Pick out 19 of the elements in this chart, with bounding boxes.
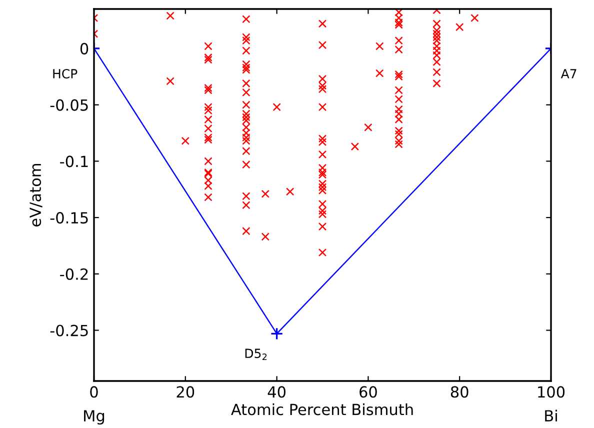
y-axis-title: eV/atom [30, 164, 42, 226]
y-tick-label: -0.25 [50, 324, 88, 336]
annotation: D5$_{2}$ [245, 348, 267, 360]
x-tick-label: 0 [90, 386, 98, 398]
y-tick-label: 0 [80, 42, 88, 54]
y-tick-label: -0.1 [60, 156, 88, 168]
x-tick-label: 20 [176, 386, 194, 398]
text: Mg [84, 410, 104, 425]
y-tick-label: -0.2 [60, 268, 88, 280]
x-tick-label: 60 [360, 386, 377, 398]
x-tick-label: 100 [538, 386, 565, 398]
annotation: HCP [53, 69, 78, 78]
y-tick-label: -0.15 [50, 212, 88, 224]
text: Bi [545, 410, 557, 422]
x-tick-label: 80 [450, 386, 468, 398]
y-tick-label: -0.05 [50, 99, 88, 111]
x-axis-title: Atomic Percent Bismuth [231, 403, 413, 416]
annotation: A7 [560, 69, 576, 78]
x-tick-label: 40 [268, 386, 286, 398]
